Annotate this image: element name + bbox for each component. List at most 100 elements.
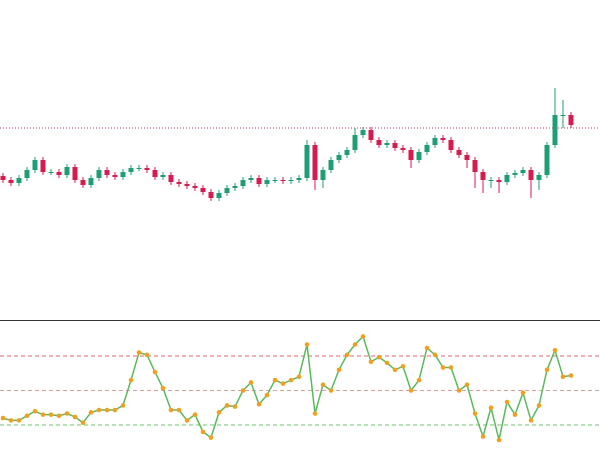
candle-body [208, 192, 214, 198]
oscillator-point [88, 410, 94, 415]
candle-body [160, 175, 166, 177]
candle-body [320, 170, 326, 180]
candle-body [416, 152, 422, 160]
candle-body [456, 150, 462, 155]
oscillator-point [264, 392, 270, 398]
oscillator-point [424, 345, 430, 351]
candle-body [0, 176, 6, 180]
candle-body [152, 170, 158, 177]
oscillator-point [504, 399, 510, 405]
oscillator-point [488, 405, 494, 411]
candle-body [120, 172, 126, 177]
oscillator-point [184, 418, 190, 423]
candle-body [528, 170, 534, 180]
oscillator-point [336, 367, 342, 373]
candle-body [488, 180, 494, 181]
candle-body [344, 150, 350, 155]
oscillator-point [344, 352, 350, 358]
oscillator-point [176, 407, 182, 413]
candle-body [408, 150, 414, 160]
oscillator-point [248, 380, 254, 385]
candle-body [560, 115, 566, 116]
oscillator-point [544, 367, 550, 373]
oscillator-point [440, 365, 446, 370]
oscillator-point [16, 418, 22, 423]
oscillator-point [392, 367, 398, 373]
candle-body [336, 155, 342, 160]
candle-body [392, 143, 398, 148]
oscillator-point [216, 410, 222, 415]
candle-body [440, 138, 446, 140]
candle-body [280, 180, 286, 181]
oscillator-point [64, 411, 70, 416]
oscillator-point [312, 411, 318, 416]
oscillator-point [360, 334, 366, 339]
oscillator-point [296, 374, 302, 380]
oscillator-point [56, 413, 62, 419]
candle-body [520, 170, 526, 173]
oscillator-point [80, 420, 86, 426]
oscillator-point [168, 407, 174, 413]
oscillator-point [24, 413, 30, 419]
candle-body [248, 178, 254, 180]
oscillator-point [560, 374, 566, 380]
candle-body [568, 115, 574, 125]
candle-body [352, 135, 358, 150]
candle-body [376, 140, 382, 145]
candle-body [464, 155, 470, 160]
candle-body [48, 172, 54, 173]
oscillator-point [232, 404, 238, 409]
oscillator-point [160, 385, 166, 391]
oscillator-point [320, 382, 326, 388]
candle-body [472, 160, 478, 172]
oscillator-point [8, 418, 14, 423]
oscillator-point [40, 412, 46, 417]
oscillator-point [72, 414, 78, 420]
oscillator-point [520, 390, 526, 396]
candle-body [232, 186, 238, 188]
oscillator-point [144, 352, 150, 358]
oscillator-point [112, 407, 118, 413]
candle-body [56, 172, 62, 175]
candle-body [136, 168, 142, 169]
candle-body [224, 188, 230, 193]
oscillator-point [120, 403, 126, 408]
candle-body [384, 143, 390, 145]
candle-body [504, 175, 510, 182]
candle-body [272, 180, 278, 181]
oscillator-point [200, 429, 206, 435]
candle-body [40, 160, 46, 172]
oscillator-point [456, 388, 462, 393]
candle-body [296, 178, 302, 180]
oscillator-point [48, 412, 54, 417]
candle-body [512, 173, 518, 175]
oscillator-point [400, 364, 406, 369]
oscillator-point [352, 342, 358, 347]
oscillator-point [416, 377, 422, 383]
candle-body [96, 170, 102, 178]
candle-body [32, 160, 38, 170]
candle-body [64, 167, 70, 175]
candle-body [304, 145, 310, 178]
candle-body [240, 180, 246, 186]
candle-body [216, 193, 222, 198]
candle-body [184, 184, 190, 186]
oscillator-point [224, 403, 230, 408]
oscillator-point [464, 382, 470, 388]
oscillator-point [448, 365, 454, 370]
candle-body [80, 180, 86, 185]
oscillator-point [472, 411, 478, 416]
candle-body [168, 175, 174, 182]
oscillator-point [104, 407, 110, 413]
candle-body [328, 160, 334, 170]
oscillator-point [136, 350, 142, 355]
candle-body [8, 180, 14, 183]
oscillator-point [536, 403, 542, 408]
oscillator-point [552, 347, 558, 353]
oscillator-point [288, 377, 294, 383]
candle-body [104, 170, 110, 175]
oscillator-point [432, 352, 438, 358]
candle-body [72, 167, 78, 180]
candle-body [400, 148, 406, 150]
